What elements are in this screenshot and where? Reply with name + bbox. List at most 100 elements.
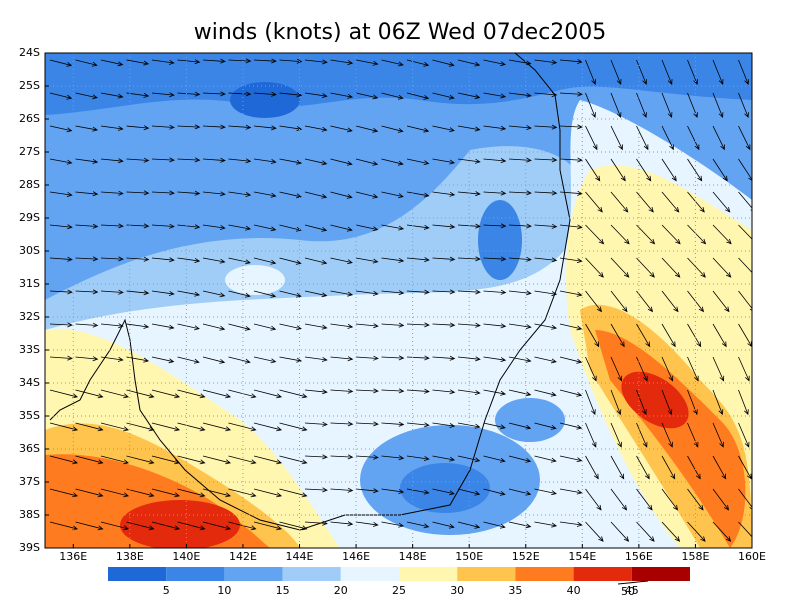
wind-arrow xyxy=(228,389,257,399)
axis-ticks: 24S 25S 26S 27S 28S 29S 30S 31S 32S 33S 34S 35S 36S 3… xyxy=(19,46,766,563)
wind-arrow xyxy=(355,224,379,232)
wind-arrow xyxy=(279,488,308,498)
wind-arrow xyxy=(712,224,732,245)
wind-arrow xyxy=(49,256,73,262)
wind-arrow xyxy=(177,224,201,230)
wind-arrow xyxy=(432,125,455,133)
wind-arrow xyxy=(381,521,405,528)
wind-arrow xyxy=(49,158,73,165)
wind-arrow xyxy=(585,257,604,278)
wind-arrow xyxy=(483,92,507,99)
wind-arrow xyxy=(661,488,679,511)
wind-arrow xyxy=(508,190,532,196)
wind-arrow xyxy=(534,422,557,430)
wind-arrow xyxy=(304,421,328,427)
wind-arrow xyxy=(381,488,405,494)
wind-arrow xyxy=(687,257,706,278)
wind-arrow xyxy=(483,521,506,529)
wind-arrow xyxy=(381,158,404,166)
wind-arrow xyxy=(661,422,673,448)
wind-arrow xyxy=(355,355,379,361)
lat-tick-label: 24S xyxy=(19,46,40,59)
wind-arrow xyxy=(585,356,597,382)
colorbar-label: 40 xyxy=(567,584,581,597)
wind-arrow xyxy=(330,290,354,297)
wind-arrow xyxy=(202,124,226,130)
wind-arrow xyxy=(177,124,201,130)
wind-arrow xyxy=(100,488,130,498)
wind-arrow xyxy=(559,389,583,397)
wind-arrow xyxy=(457,488,481,496)
wind-arrow xyxy=(355,323,379,329)
wind-arrow xyxy=(712,257,732,278)
wind-arrow xyxy=(381,92,404,100)
colorbar-swatch xyxy=(515,567,574,581)
wind-arrow xyxy=(483,323,507,329)
wind-arrow xyxy=(75,422,104,432)
wind-arrow xyxy=(432,92,455,100)
wind-arrow xyxy=(279,521,308,531)
wind-arrow xyxy=(457,455,481,463)
wind-arrow xyxy=(304,487,328,493)
wind-arrow xyxy=(636,488,653,511)
wind-arrow xyxy=(432,389,456,395)
contour-fill xyxy=(478,200,522,280)
wind-arrow xyxy=(534,356,557,364)
wind-arrow xyxy=(661,290,679,313)
wind-arrow xyxy=(610,455,625,480)
wind-arrow xyxy=(534,488,557,496)
wind-arrow xyxy=(177,91,201,97)
wind-arrow xyxy=(126,59,150,66)
wind-arrow xyxy=(330,323,354,329)
colorbar-swatch xyxy=(457,567,516,581)
lon-tick-label: 144E xyxy=(286,550,314,563)
wind-arrow xyxy=(151,124,175,130)
wind-arrow xyxy=(636,422,648,448)
wind-arrow xyxy=(610,125,623,151)
wind-arrow xyxy=(75,389,104,399)
wind-arrow xyxy=(610,158,626,182)
lat-tick-label: 32S xyxy=(19,310,40,323)
wind-arrow xyxy=(151,92,175,98)
lon-tick-label: 160E xyxy=(738,550,766,563)
wind-arrow xyxy=(381,355,405,361)
wind-arrow xyxy=(559,290,583,297)
wind-arrow xyxy=(253,323,277,331)
wind-arrow xyxy=(406,422,430,428)
wind-arrow xyxy=(279,224,302,232)
wind-arrow xyxy=(738,191,752,211)
wind-arrow xyxy=(100,356,124,362)
lat-tick-label: 38S xyxy=(19,508,40,521)
contour-fill xyxy=(120,500,240,548)
wind-arrow xyxy=(687,59,698,85)
wind-arrow xyxy=(457,322,481,328)
wind-arrow xyxy=(330,521,354,527)
wind-arrow xyxy=(559,224,583,230)
wind-arrow xyxy=(228,124,252,130)
wind-arrow xyxy=(177,356,200,364)
reference-vector-label: 50 xyxy=(621,585,635,598)
wind-arrow xyxy=(381,322,405,328)
wind-arrow xyxy=(610,92,622,119)
wind-arrow xyxy=(661,224,681,245)
wind-arrow xyxy=(126,323,150,329)
lat-tick-label: 28S xyxy=(19,178,40,191)
wind-arrow xyxy=(202,422,232,432)
wind-arrow xyxy=(508,356,532,363)
wind-arrow xyxy=(49,488,79,498)
wind-arrow xyxy=(304,356,328,362)
lon-tick-label: 136E xyxy=(59,550,87,563)
wind-arrow xyxy=(253,356,277,364)
wind-arrow xyxy=(738,158,752,181)
wind-arrow xyxy=(559,422,583,430)
wind-arrow xyxy=(483,488,506,496)
wind-arrow xyxy=(508,256,532,262)
wind-arrow xyxy=(712,389,724,416)
wind-arrow xyxy=(738,488,752,510)
wind-arrow xyxy=(279,158,303,165)
lon-tick-label: 138E xyxy=(116,550,144,563)
colorbar-label: 35 xyxy=(508,584,522,597)
wind-arrow xyxy=(100,223,124,229)
colorbar-swatch xyxy=(340,567,399,581)
wind-arrow xyxy=(534,389,557,397)
